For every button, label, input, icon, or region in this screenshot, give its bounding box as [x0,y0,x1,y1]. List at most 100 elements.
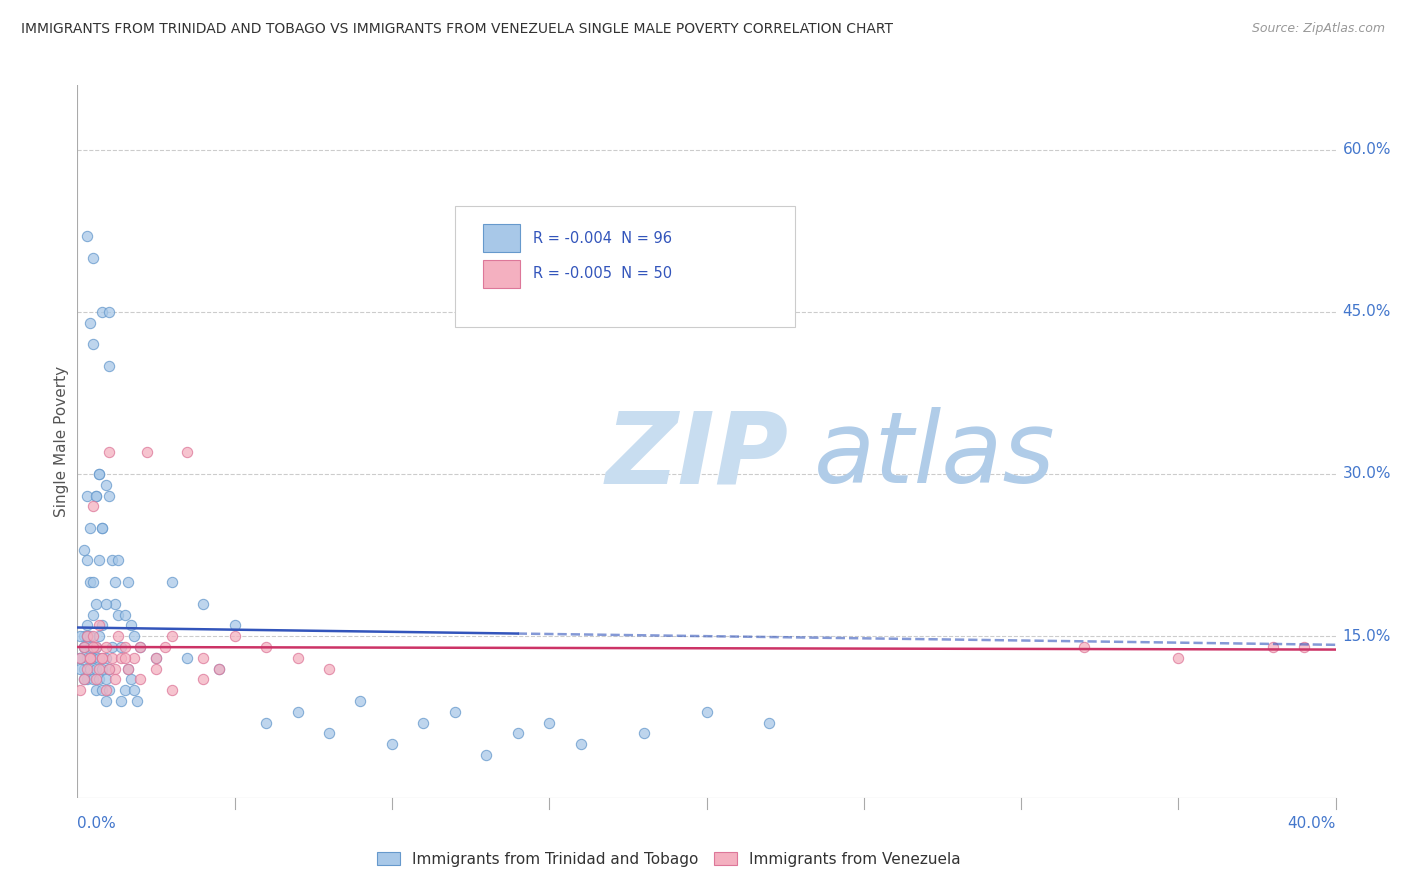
Point [84,489,107,503]
Point [76,662,98,676]
Point [114,650,136,665]
Point [82,640,104,654]
Point [82,673,104,687]
Text: R = -0.005  N = 50: R = -0.005 N = 50 [533,267,672,281]
Point [91,521,114,535]
Point [160,575,183,590]
Point [76,553,98,567]
Point [82,650,104,665]
Point [91,305,114,319]
Point [72,640,94,654]
Point [129,673,152,687]
Point [79,316,101,330]
Point [82,607,104,622]
Point [82,575,104,590]
Point [94,597,117,611]
Point [104,673,127,687]
Point [72,640,94,654]
Point [69,662,91,676]
Point [110,694,132,708]
Point [82,251,104,265]
Text: atlas: atlas [814,408,1054,504]
Point [76,618,98,632]
Point [97,445,120,459]
Point [117,575,139,590]
Point [155,640,177,654]
Point [79,521,101,535]
Point [84,489,107,503]
Point [122,683,145,698]
Point [318,662,340,676]
Point [475,748,498,763]
Point [101,650,124,665]
Point [89,673,111,687]
Point [76,629,98,643]
Point [1073,640,1095,654]
Point [84,640,107,654]
Point [1294,640,1316,654]
Point [129,640,152,654]
Point [94,477,117,491]
Point [72,673,94,687]
Point [506,726,529,740]
Point [97,683,120,698]
Text: 40.0%: 40.0% [1288,816,1336,831]
Point [287,705,309,719]
Point [104,597,127,611]
Point [84,673,107,687]
FancyBboxPatch shape [482,224,520,252]
Point [89,662,111,676]
Point [117,662,139,676]
Point [110,650,132,665]
Point [72,542,94,557]
Point [82,337,104,351]
Point [224,618,246,632]
Text: 60.0%: 60.0% [1343,142,1391,157]
Point [1261,640,1284,654]
Point [79,662,101,676]
Point [122,629,145,643]
Point [76,650,98,665]
Point [104,575,127,590]
Point [107,629,129,643]
Point [114,640,136,654]
Text: 15.0%: 15.0% [1343,629,1391,644]
Point [89,618,111,632]
Point [84,640,107,654]
Point [176,445,198,459]
Point [91,618,114,632]
Point [89,629,111,643]
Point [107,607,129,622]
Point [114,683,136,698]
Point [758,715,780,730]
Point [94,694,117,708]
Point [97,489,120,503]
Point [91,650,114,665]
Point [412,715,434,730]
Point [254,715,277,730]
Point [89,650,111,665]
Point [349,694,371,708]
Point [76,229,98,244]
Point [91,521,114,535]
Point [97,359,120,373]
Point [69,650,91,665]
Point [79,650,101,665]
Point [160,629,183,643]
Point [224,629,246,643]
Point [69,683,91,698]
Point [381,737,404,751]
Point [72,673,94,687]
Point [97,305,120,319]
Point [89,467,111,481]
Point [94,673,117,687]
Point [84,683,107,698]
Point [176,650,198,665]
FancyBboxPatch shape [482,260,520,288]
Point [79,640,101,654]
Point [79,629,101,643]
Text: IMMIGRANTS FROM TRINIDAD AND TOBAGO VS IMMIGRANTS FROM VENEZUELA SINGLE MALE POV: IMMIGRANTS FROM TRINIDAD AND TOBAGO VS I… [21,22,893,37]
Point [318,726,340,740]
Legend: Immigrants from Trinidad and Tobago, Immigrants from Venezuela: Immigrants from Trinidad and Tobago, Imm… [371,846,967,872]
Point [82,629,104,643]
